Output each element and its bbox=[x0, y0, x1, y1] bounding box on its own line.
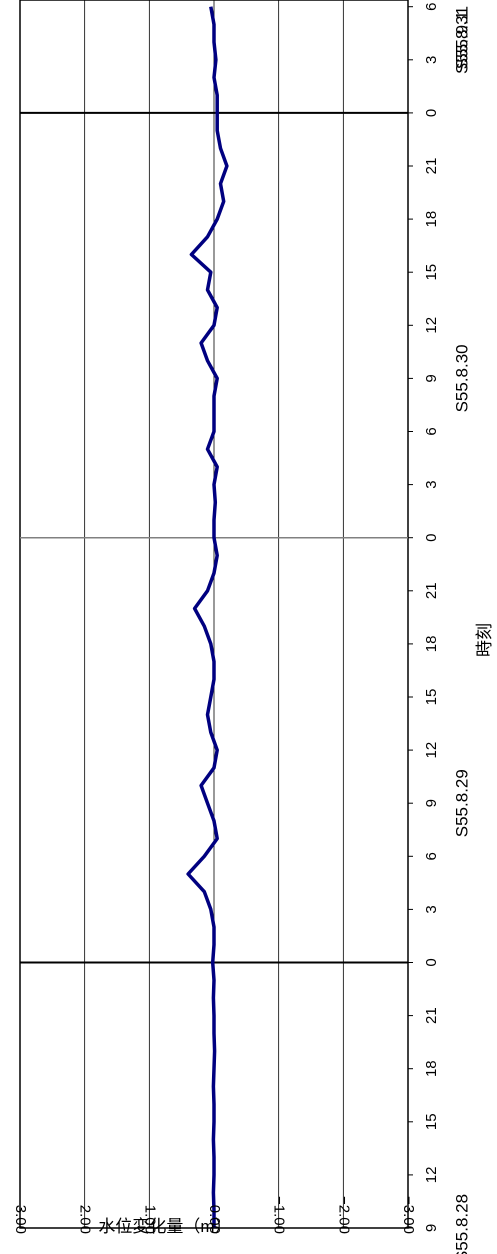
x-tick-label: 15 bbox=[423, 264, 440, 281]
x-tick-label: 6 bbox=[423, 427, 440, 435]
x-tick-label: 21 bbox=[423, 582, 440, 599]
x-tick-label: 9 bbox=[423, 1224, 440, 1232]
x-tick-label: 3 bbox=[423, 905, 440, 913]
x-tick-label: 18 bbox=[423, 211, 440, 228]
y-axis-title: 水位変化量（m） bbox=[98, 1217, 231, 1236]
x-tick-label: 0 bbox=[423, 534, 440, 542]
date-label: S55.8.31 bbox=[452, 6, 471, 74]
x-tick-label: 0 bbox=[423, 109, 440, 117]
x-tick-label: 15 bbox=[423, 1113, 440, 1130]
y-tick-label: 2.00 bbox=[77, 1205, 94, 1234]
y-tick-label: 3.00 bbox=[12, 1205, 29, 1234]
series-layer bbox=[186, 6, 229, 1228]
x-tick-labels: 9 12 15 18 21 0 3 6 9 12 15 18 21 0 3 6 9 12 15 18 21 0 3 6 bbox=[408, 3, 440, 1232]
x-tick-label: 9 bbox=[423, 799, 440, 807]
x-tick-label: 12 bbox=[423, 317, 440, 334]
series-line bbox=[186, 6, 229, 1228]
y-tick-label: 0.00 bbox=[206, 1205, 223, 1234]
x-tick-label: 18 bbox=[423, 636, 440, 653]
y-tick-label: −3.00 bbox=[400, 1196, 417, 1234]
date-label: S55.8.28 bbox=[452, 1194, 471, 1254]
x-tick-label: 15 bbox=[423, 689, 440, 706]
x-tick-label: 18 bbox=[423, 1060, 440, 1077]
x-tick-label: 21 bbox=[423, 1007, 440, 1024]
x-tick-label: 3 bbox=[423, 480, 440, 488]
x-tick-label: 0 bbox=[423, 958, 440, 966]
date-label: S55.9.1 bbox=[452, 11, 471, 70]
x-tick-label: 9 bbox=[423, 374, 440, 382]
x-axis-title: 時刻 bbox=[475, 623, 494, 657]
y-tick-label: −1.00 bbox=[271, 1196, 288, 1234]
x-tick-label: 3 bbox=[423, 56, 440, 64]
x-tick-label: 12 bbox=[423, 742, 440, 759]
x-tick-label: 6 bbox=[423, 3, 440, 11]
y-tick-label: 1.00 bbox=[141, 1205, 158, 1234]
x-tick-label: 6 bbox=[423, 852, 440, 860]
date-label: S55.8.29 bbox=[452, 769, 471, 837]
x-tick-label: 21 bbox=[423, 158, 440, 175]
y-tick-labels: 3.00 2.00 1.00 0.00 −1.00 −2.00 −3.00 bbox=[12, 1196, 417, 1234]
x-tick-label: 12 bbox=[423, 1167, 440, 1184]
y-tick-label: −2.00 bbox=[335, 1196, 352, 1234]
date-label: S55.8.30 bbox=[452, 344, 471, 412]
